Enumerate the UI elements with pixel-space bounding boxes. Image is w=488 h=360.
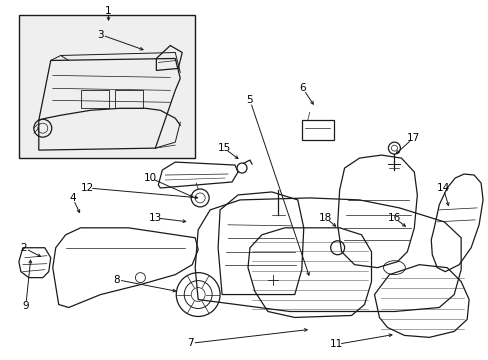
Text: 9: 9	[22, 301, 29, 311]
Text: 16: 16	[387, 213, 400, 223]
Text: 1: 1	[105, 6, 112, 15]
Text: 2: 2	[20, 243, 27, 253]
Bar	[19, 15, 195, 158]
Text: 6: 6	[299, 84, 305, 93]
Text: 10: 10	[143, 173, 157, 183]
Bar	[81, 90, 108, 108]
Text: 7: 7	[186, 338, 193, 348]
Text: 18: 18	[318, 213, 332, 223]
Text: 3: 3	[97, 30, 103, 40]
Text: 13: 13	[148, 213, 162, 223]
Bar	[115, 90, 143, 108]
Text: 15: 15	[217, 143, 230, 153]
Text: 14: 14	[436, 183, 449, 193]
Text: 5: 5	[246, 95, 253, 105]
Text: 17: 17	[406, 133, 419, 143]
Bar	[301, 120, 333, 140]
Text: 8: 8	[113, 275, 120, 285]
Text: 11: 11	[329, 339, 343, 349]
Text: 4: 4	[69, 193, 76, 203]
Text: 12: 12	[81, 183, 94, 193]
